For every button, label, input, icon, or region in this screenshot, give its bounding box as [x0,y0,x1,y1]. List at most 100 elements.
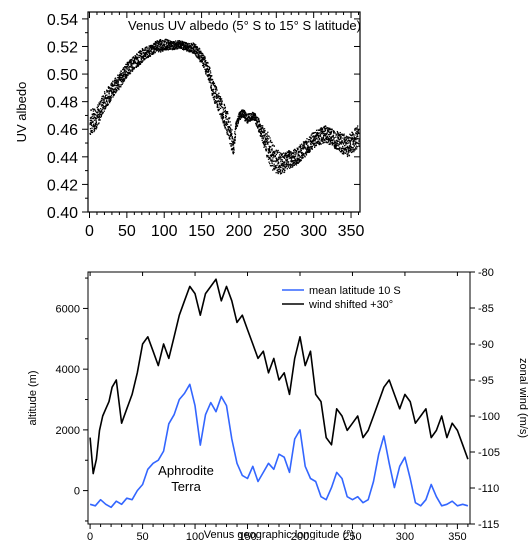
zonal-wind-y-tick-label: -100 [478,411,500,423]
albedo-point [353,139,355,141]
albedo-point [104,106,106,108]
albedo-point [333,142,335,145]
albedo-point [93,128,95,131]
albedo-point [186,50,188,52]
albedo-point [108,95,110,97]
albedo-point [98,114,101,116]
albedo-point [149,49,151,51]
albedo-point [128,60,131,62]
albedo-point [146,56,148,59]
albedo-point [287,151,289,154]
albedo-point [205,64,207,67]
albedo-point [335,146,337,148]
albedo-point [346,155,349,158]
albedo-point [335,134,337,136]
albedo-point [302,146,304,149]
albedo-y-axis: 0.400.420.440.460.480.500.520.54 [47,12,360,222]
albedo-point [353,150,355,153]
albedo-point [282,155,284,158]
albedo-point [345,139,348,141]
albedo-point [202,54,204,56]
albedo-point [231,147,234,150]
albedo-y-tick-label: 0.48 [47,95,78,112]
albedo-point [208,73,211,75]
albedo-point [289,154,291,156]
albedo-point [274,160,276,162]
albedo-point [154,42,157,44]
albedo-point [154,45,156,48]
albedo-point [223,125,226,127]
albedo-point [125,71,127,73]
albedo-point [128,73,130,75]
albedo-point [318,143,320,145]
albedo-point [345,137,347,139]
albedo-point [267,152,270,154]
albedo-point [131,57,134,59]
albedo-point [278,151,280,154]
albedo-point [129,59,132,61]
albedo-point [104,108,106,110]
altitude-wind-series [89,278,469,509]
albedo-point [257,121,260,123]
albedo-point [346,137,348,139]
albedo-point [127,71,129,74]
albedo-point [152,47,154,49]
albedo-point [274,150,276,152]
albedo-point [317,132,319,134]
albedo-point [348,136,350,138]
albedo-point [281,153,283,155]
albedo-point [271,148,273,150]
albedo-point [120,78,122,80]
albedo-point [264,145,266,147]
albedo-y-tick-label: 0.50 [47,67,78,84]
albedo-point [340,142,342,144]
albedo-point [283,164,285,167]
albedo-point [126,76,128,78]
albedo-point [225,112,227,114]
albedo-point [153,52,155,55]
albedo-point [209,81,211,83]
albedo-point [283,161,285,163]
albedo-point [94,124,96,126]
albedo-point [324,141,326,144]
albedo-point [198,58,200,60]
albedo-point [192,52,194,54]
albedo-point [355,146,357,149]
albedo-point [137,59,139,61]
albedo-point [208,65,210,68]
albedo-point [146,50,149,52]
albedo-point [107,98,110,100]
albedo-point [171,48,173,50]
albedo-point [330,133,332,135]
albedo-point [273,145,275,147]
albedo-point [271,144,273,147]
albedo-point [106,101,109,103]
albedo-point [290,151,292,153]
albedo-point [293,149,295,152]
albedo-point [90,109,92,111]
albedo-point [287,161,290,163]
albedo-point [345,135,348,137]
albedo-point [230,128,232,130]
albedo-point [301,151,303,154]
albedo-point [112,88,114,91]
albedo-point [240,114,242,116]
albedo-point [100,115,102,117]
albedo-point [333,130,335,133]
albedo-point [97,110,100,112]
longitude-x-axis-label: Venus geographic longitude (°) [204,529,355,540]
albedo-point [163,48,165,50]
albedo-point [213,101,216,103]
albedo-point [235,123,238,125]
albedo-point [339,134,342,136]
albedo-point [203,59,206,61]
albedo-point [232,142,234,144]
albedo-point [312,136,314,138]
albedo-point [213,91,215,94]
albedo-point [169,44,171,46]
albedo-point [209,70,212,72]
albedo-point [306,146,309,148]
albedo-point [136,54,139,56]
albedo-point [149,45,151,48]
albedo-point [311,133,313,135]
